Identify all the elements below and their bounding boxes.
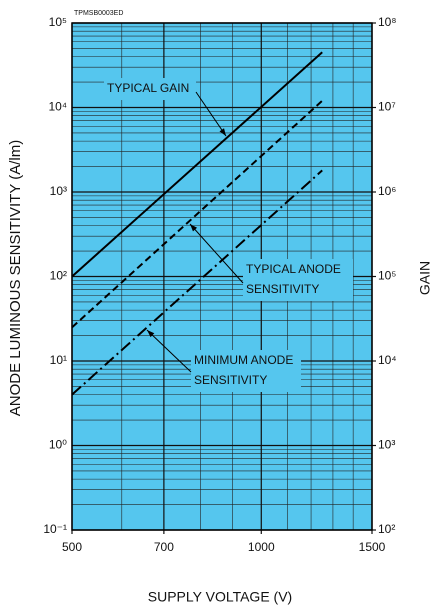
y-tick-label: 10⁻¹ xyxy=(43,522,67,536)
annotation: SENSITIVITY xyxy=(194,373,267,387)
x-tick-label: 1000 xyxy=(248,540,275,554)
series-line xyxy=(71,169,323,396)
y2-tick-label: 10⁴ xyxy=(378,353,397,367)
y2-tick-label: 10² xyxy=(378,522,395,536)
arrow-head xyxy=(219,128,226,136)
annotation-arrow xyxy=(189,223,244,284)
annotation: SENSITIVITY xyxy=(246,282,319,296)
y2-tick-label: 10⁶ xyxy=(378,184,396,198)
y-axis-title: ANODE LUMINOUS SENSITIVITY (A/lm) xyxy=(7,140,24,416)
annotation-arrow xyxy=(195,91,227,137)
x-tick-label: 1500 xyxy=(359,540,386,554)
annotation: TYPICAL GAIN xyxy=(107,81,189,95)
y2-tick-label: 10³ xyxy=(378,438,395,452)
series-line xyxy=(71,51,323,278)
annotation: MINIMUM ANODE xyxy=(194,353,293,367)
y-tick-label: 10³ xyxy=(50,184,67,198)
y-tick-label: 10¹ xyxy=(50,353,67,367)
arrow-head xyxy=(190,224,198,232)
y-tick-label: 10⁰ xyxy=(49,438,67,452)
y2-tick-label: 10⁷ xyxy=(378,100,396,114)
y-tick-label: 10² xyxy=(50,269,67,283)
figure-code: TPMSB0003ED xyxy=(74,10,123,17)
x-tick-label: 500 xyxy=(62,540,82,554)
annotation-arrow xyxy=(146,329,192,373)
y-tick-label: 10⁵ xyxy=(49,15,67,29)
y2-tick-label: 10⁸ xyxy=(378,15,396,29)
series-line xyxy=(71,100,323,329)
y-tick-label: 10⁴ xyxy=(48,100,67,114)
annotation: TYPICAL ANODE xyxy=(246,262,341,276)
arrow-head xyxy=(147,330,155,338)
annotation-box xyxy=(243,259,353,301)
annotation-box xyxy=(191,350,301,392)
annotation-box xyxy=(104,78,196,100)
x-axis-title: SUPPLY VOLTAGE (V) xyxy=(148,589,292,605)
y2-tick-label: 10⁵ xyxy=(378,269,396,283)
x-tick-label: 700 xyxy=(154,540,174,554)
y2-axis-title: GAIN xyxy=(417,261,433,295)
